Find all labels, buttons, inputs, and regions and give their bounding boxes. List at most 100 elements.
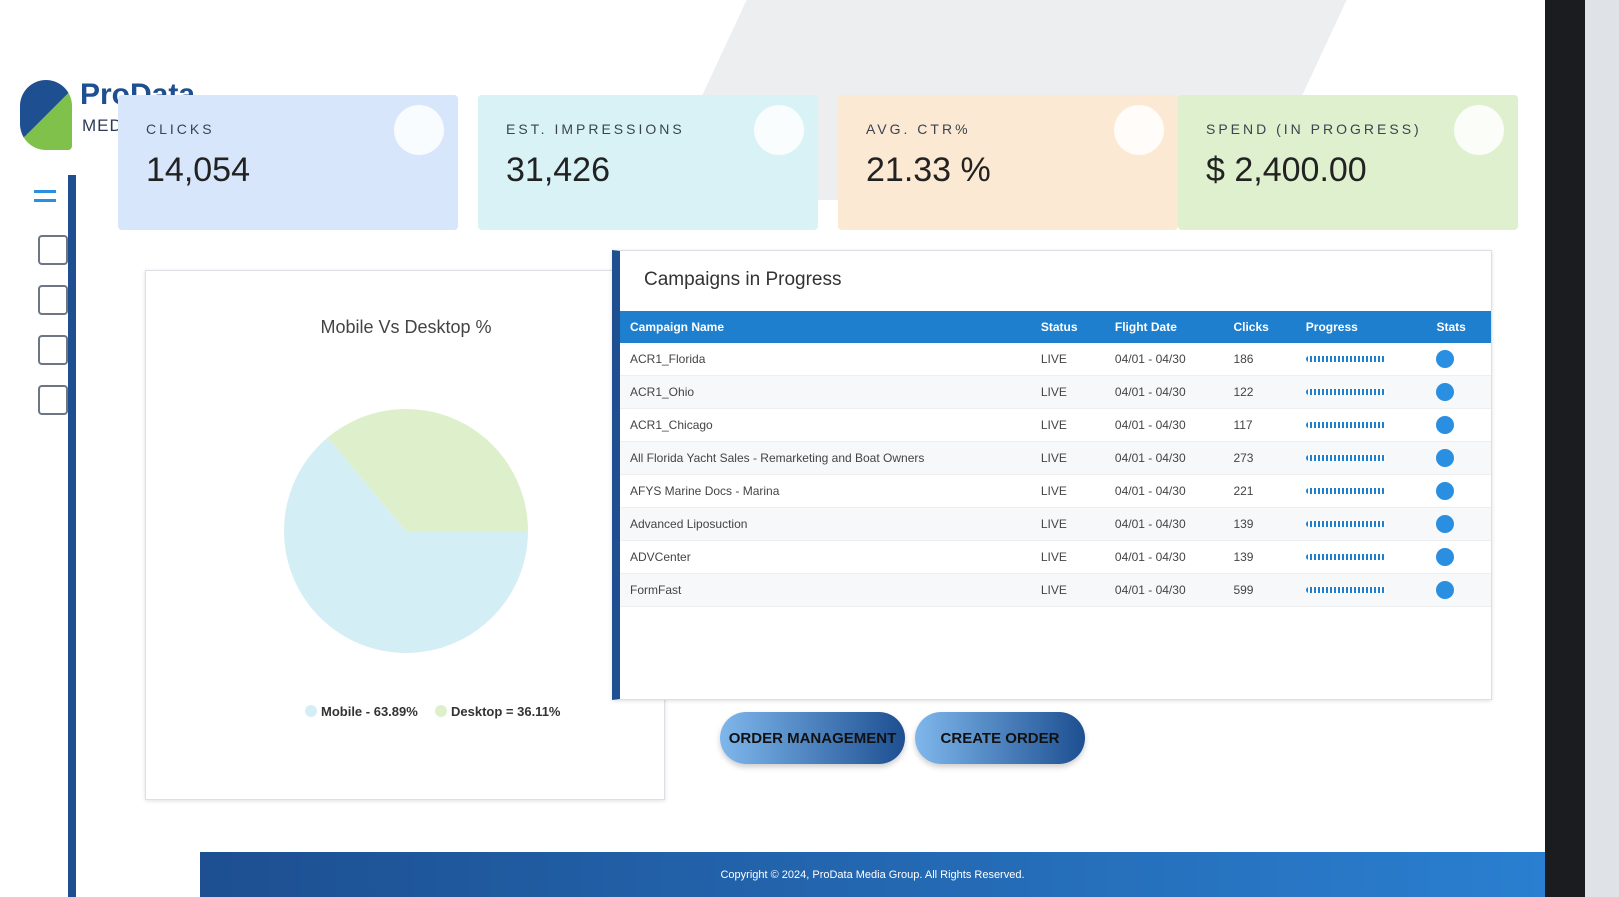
column-header: Status: [1030, 311, 1105, 343]
card-icon: [1114, 105, 1164, 155]
table-cell: ACR1_Ohio: [620, 375, 1031, 409]
table-cell: All Florida Yacht Sales - Remarketing an…: [620, 441, 1031, 475]
progress-bar: [1305, 554, 1386, 560]
stats-cell: [1426, 408, 1491, 442]
table-row: AFYS Marine Docs - Marina LIVE 04/01 - 04/…: [620, 474, 1491, 508]
table-row: Advanced Liposuction LIVE 04/01 - 04/30 139: [620, 507, 1491, 541]
table-cell: 117: [1223, 408, 1296, 442]
table-cell: FormFast: [620, 573, 1031, 607]
stats-cell: [1426, 441, 1491, 475]
stats-cell: [1426, 474, 1491, 508]
stat-card: EST. IMPRESSIONS 31,426: [478, 95, 818, 230]
column-header: Progress: [1295, 311, 1427, 343]
table-cell: LIVE: [1030, 441, 1105, 475]
progress-cell: [1295, 441, 1427, 475]
stats-button[interactable]: [1436, 383, 1455, 401]
progress-bar: [1305, 521, 1386, 527]
card-label: SPEND (IN PROGRESS): [1206, 121, 1422, 137]
sidebar-icon[interactable]: [38, 335, 68, 365]
table-cell: 273: [1223, 441, 1296, 475]
table-row: FormFast LIVE 04/01 - 04/30 599: [620, 573, 1491, 607]
sidebar-icon[interactable]: [38, 235, 68, 265]
create-order-button[interactable]: CREATE ORDER: [915, 712, 1085, 764]
stats-button[interactable]: [1436, 548, 1455, 566]
table-title: Campaigns in Progress: [644, 269, 842, 290]
progress-cell: [1295, 540, 1427, 574]
progress-cell: [1295, 507, 1427, 541]
order-management-button[interactable]: ORDER MANAGEMENT: [720, 712, 905, 764]
table-cell: 04/01 - 04/30: [1104, 474, 1224, 508]
table-cell: 04/01 - 04/30: [1104, 441, 1224, 475]
campaign-table: Campaign Name Status Flight Date Clicks Prog…: [620, 311, 1491, 607]
menu-toggle[interactable]: [34, 190, 56, 202]
table-cell: LIVE: [1030, 540, 1105, 574]
campaign-table-panel: Campaigns in Progress Campaign Name Statu…: [612, 250, 1492, 700]
stats-button[interactable]: [1436, 416, 1455, 434]
stats-cell: [1426, 540, 1491, 574]
table-cell: 04/01 - 04/30: [1104, 573, 1224, 607]
legend-label: Desktop = 36.11%: [451, 704, 561, 719]
table-cell: AFYS Marine Docs - Marina: [620, 474, 1031, 508]
table-cell: 139: [1223, 540, 1296, 574]
column-header: Campaign Name: [620, 311, 1031, 343]
card-value: 14,054: [146, 151, 250, 189]
table-row: ACR1_Ohio LIVE 04/01 - 04/30 122: [620, 375, 1491, 409]
legend-label: Mobile - 63.89%: [321, 704, 418, 719]
legend-swatch: [305, 705, 317, 717]
table-cell: LIVE: [1030, 375, 1105, 409]
card-label: AVG. CTR%: [866, 121, 971, 137]
table-cell: LIVE: [1030, 573, 1105, 607]
table-cell: 04/01 - 04/30: [1104, 375, 1224, 409]
card-label: EST. IMPRESSIONS: [506, 121, 685, 137]
stats-button[interactable]: [1436, 482, 1455, 500]
table-cell: 186: [1223, 343, 1296, 376]
sidebar-rail: [68, 175, 76, 897]
stats-cell: [1426, 375, 1491, 409]
table-cell: LIVE: [1030, 474, 1105, 508]
sidebar-icon[interactable]: [38, 385, 68, 415]
stat-card: SPEND (IN PROGRESS) $ 2,400.00: [1178, 95, 1518, 230]
progress-bar: [1305, 455, 1386, 461]
progress-bar: [1305, 389, 1386, 395]
card-icon: [754, 105, 804, 155]
progress-cell: [1295, 375, 1427, 409]
logo-mark: [20, 80, 72, 150]
stat-card: CLICKS 14,054: [118, 95, 458, 230]
stats-cell: [1426, 343, 1491, 376]
card-value: 21.33 %: [866, 151, 991, 189]
table-cell: 04/01 - 04/30: [1104, 540, 1224, 574]
column-header: Flight Date: [1104, 311, 1224, 343]
table-cell: ACR1_Florida: [620, 343, 1031, 376]
legend-swatch: [435, 705, 447, 717]
table-cell: ADVCenter: [620, 540, 1031, 574]
table-cell: LIVE: [1030, 343, 1105, 376]
stats-button[interactable]: [1436, 581, 1455, 599]
table-cell: 221: [1223, 474, 1296, 508]
table-cell: ACR1_Chicago: [620, 408, 1031, 442]
progress-cell: [1295, 573, 1427, 607]
progress-bar: [1305, 422, 1386, 428]
table-row: All Florida Yacht Sales - Remarketing an…: [620, 441, 1491, 475]
pie-slice: [327, 409, 528, 531]
laptop-bezel: [1545, 0, 1585, 897]
stats-button[interactable]: [1436, 515, 1455, 533]
table-cell: 122: [1223, 375, 1296, 409]
card-icon: [394, 105, 444, 155]
pie-title: Mobile Vs Desktop %: [320, 317, 491, 337]
table-cell: LIVE: [1030, 507, 1105, 541]
sidebar-icon[interactable]: [38, 285, 68, 315]
table-cell: LIVE: [1030, 408, 1105, 442]
stats-button[interactable]: [1436, 350, 1455, 368]
pie-chart: Mobile Vs Desktop % Mobile - 63.89% Deskt…: [283, 317, 561, 719]
stats-button[interactable]: [1436, 449, 1455, 467]
column-header: Clicks: [1223, 311, 1296, 343]
stats-cell: [1426, 507, 1491, 541]
card-value: $ 2,400.00: [1206, 151, 1367, 189]
table-row: ACR1_Chicago LIVE 04/01 - 04/30 117: [620, 408, 1491, 442]
card-icon: [1454, 105, 1504, 155]
table-cell: 599: [1223, 573, 1296, 607]
table-cell: 139: [1223, 507, 1296, 541]
card-value: 31,426: [506, 151, 610, 189]
